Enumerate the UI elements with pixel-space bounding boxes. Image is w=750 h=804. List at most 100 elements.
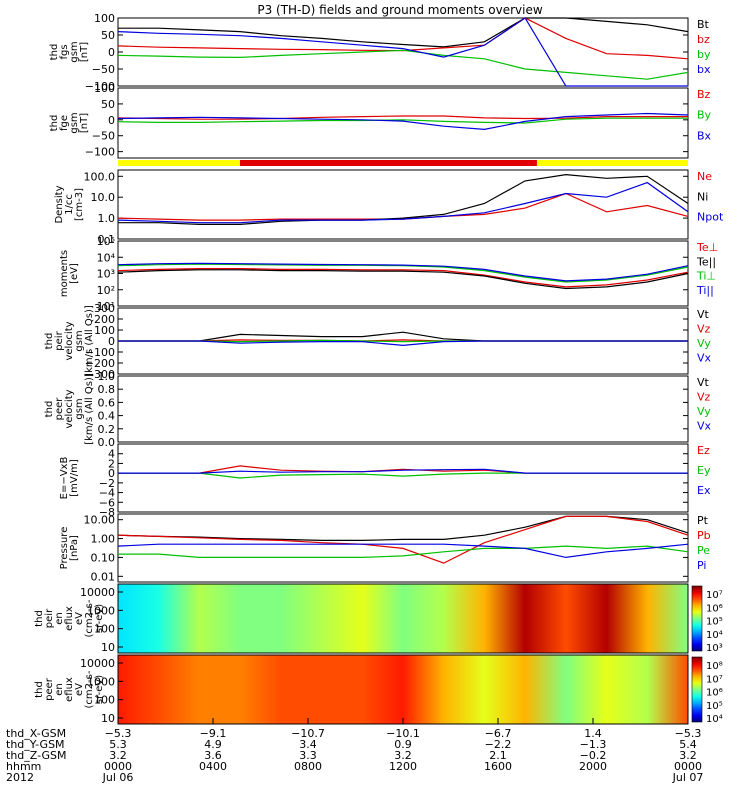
colorbar-1-tick-label: 10⁷ (706, 674, 723, 685)
panel-7-ylabel: [nPa] (69, 535, 80, 561)
xaxis-tick-label: 3.3 (299, 749, 317, 762)
colorbar-0-tick-label: 10⁵ (706, 617, 723, 628)
panel-5-ytick-label: 0.4 (98, 410, 116, 423)
panel-3-legend-Te⊥: Te⊥ (696, 241, 718, 254)
panel-6-series-Ez (118, 465, 688, 474)
panel-3-series-Te|| (117, 269, 689, 290)
xaxis-tick-label: 3.2 (109, 749, 127, 762)
panel-0-legend-by: by (697, 48, 711, 61)
spectrogram-0-ylabel: thd (34, 610, 45, 627)
xaxis-tick-label: 0800 (294, 760, 322, 773)
panel-6-ytick-label: −2 (99, 477, 115, 490)
spectrogram-0-ylabel: peir (44, 608, 55, 628)
xaxis-row-label: 2012 (6, 771, 34, 784)
panel-4-ytick-label: 0 (108, 335, 115, 348)
colorbar-1-tick-label: 10⁵ (706, 701, 723, 712)
xaxis-tick-label: 1600 (484, 760, 512, 773)
panel-0-ytick-label: 0 (108, 46, 115, 59)
spectrogram-0-ylabel: eV (74, 612, 85, 625)
panel-2-ytick-label: 10.0 (91, 191, 116, 204)
panel-6-ytick-label: 2 (108, 457, 115, 470)
colorbar-0-tick-label: 10⁴ (706, 630, 723, 641)
panel-6-legend-Ey: Ey (697, 464, 711, 477)
panel-1-ytick-label: 50 (101, 98, 115, 111)
panel-7-series-Pb (117, 515, 689, 564)
panel-7-legend-Pt: Pt (697, 514, 709, 527)
panel-1-series-By (117, 117, 688, 124)
panel-2-legend-Npot: Npot (697, 211, 724, 224)
panel-1-ylabel: [nT] (79, 113, 90, 133)
panel-5-ylabel: peer (54, 397, 65, 421)
panel-3-ytick-label: 10² (97, 284, 115, 297)
spectrogram-1-ytick-label: 10 (101, 712, 115, 725)
spectrogram-0-ylabel: en (54, 612, 65, 625)
panel-0-ytick-label: 100 (94, 12, 115, 25)
colorbar-0 (691, 585, 703, 652)
panel-7-series-Pi (117, 543, 689, 559)
panel-3-series-Ti|| (117, 262, 689, 282)
panel-5-ytick-label: 1.0 (98, 370, 116, 383)
panel-1-ytick-label: −100 (85, 146, 115, 159)
colorbar-1-tick-label: 10⁴ (706, 714, 723, 725)
panel-1-legend-Bz: Bz (697, 88, 711, 101)
panel-7-ytick-label: 10.00 (84, 514, 116, 527)
mode-bar-segment-2 (536, 160, 688, 166)
panel-1-series-Bz (117, 115, 688, 120)
panel-7-ytick-label: 0.10 (91, 551, 116, 564)
xaxis-tick-label: 2000 (579, 760, 607, 773)
xaxis-tick-label: 5.4 (679, 738, 697, 751)
panel-0-ytick-label: −50 (92, 63, 115, 76)
panel-2-series-Npot (117, 181, 689, 224)
spectrogram-1-ylabel: thd (34, 681, 45, 698)
panel-6-legend-Ex: Ex (697, 484, 711, 497)
colorbar-0-tick-label: 10⁷ (706, 590, 723, 601)
colorbar-0-tick-label: 10³ (706, 643, 723, 654)
mode-bar-segment-0 (118, 160, 240, 166)
spectrogram-1-ytick-label: 1000 (87, 675, 115, 688)
panel-4-ytick-label: −100 (85, 346, 115, 359)
xaxis-tick-label: 1200 (389, 760, 417, 773)
panel-1-ylabel: fge (59, 115, 70, 131)
xaxis-tick-label: 0.9 (394, 738, 412, 751)
panel-5-legend-Vz: Vz (697, 391, 711, 404)
xaxis-row-label: hhmm (6, 760, 41, 773)
spectrogram-0-ytick-label: 10 (101, 641, 115, 654)
panel-7-legend-Pb: Pb (697, 529, 711, 542)
panel-0-ylabel: [nT] (79, 42, 90, 62)
panel-6-ylabel: E=−VxB (59, 457, 70, 500)
panel-3-legend-Ti⊥: Ti⊥ (696, 270, 716, 283)
panel-3-ytick-label: 10³ (97, 268, 115, 281)
panel-5-ylabel: gsm (74, 398, 85, 419)
xaxis-tick-label: Jul 07 (672, 771, 704, 784)
panel-5-ylabel: [km/s (All Qs)] (84, 373, 95, 445)
panel-7-ylabel: Pressure (59, 527, 70, 570)
spectrogram-1-ylabel: eV (74, 683, 85, 696)
xaxis-tick-label: −6.7 (485, 727, 512, 740)
spectrogram-0-ytick-label: 10000 (80, 586, 115, 599)
panel-2-ylabel: 1/cc (64, 194, 75, 215)
spectrogram-1-ylabel: peer (44, 677, 55, 701)
panel-2-legend-Ne: Ne (697, 170, 712, 183)
colorbar-1-tick-label: 10⁸ (706, 661, 723, 672)
colorbar-1-tick-label: 10⁶ (706, 688, 723, 699)
panel-4-legend-Vt: Vt (697, 308, 710, 321)
spectrogram-0-ylabel: (cm2-s- (84, 599, 95, 637)
panel-2-series-Ne (117, 192, 689, 221)
chart-title: P3 (TH-D) fields and ground moments over… (257, 3, 542, 17)
panel-4-legend-Vy: Vy (697, 337, 711, 350)
spectrogram-1-ylabel: (cm2-s- (84, 670, 95, 708)
spectrogram-0-frame (117, 583, 689, 654)
panel-4-ylabel: gsm (74, 330, 85, 351)
spectrogram-1-image (118, 655, 688, 724)
panel-3-ytick-label: 10¹ (97, 300, 115, 313)
panel-6-series-Ey (118, 472, 688, 479)
panel-3-ytick-label: 10⁵ (97, 235, 115, 248)
panel-0-series-Bt (118, 17, 689, 48)
panel-1-legend-Bx: Bx (697, 129, 712, 142)
xaxis-tick-label: −10.1 (386, 727, 420, 740)
panel-0-ylabel: gsm (69, 41, 80, 62)
panel-5-ylabel: velocity (64, 389, 75, 428)
panel-4-legend-Vx: Vx (697, 352, 712, 365)
panel-2-ytick-label: 0.1 (98, 233, 116, 246)
